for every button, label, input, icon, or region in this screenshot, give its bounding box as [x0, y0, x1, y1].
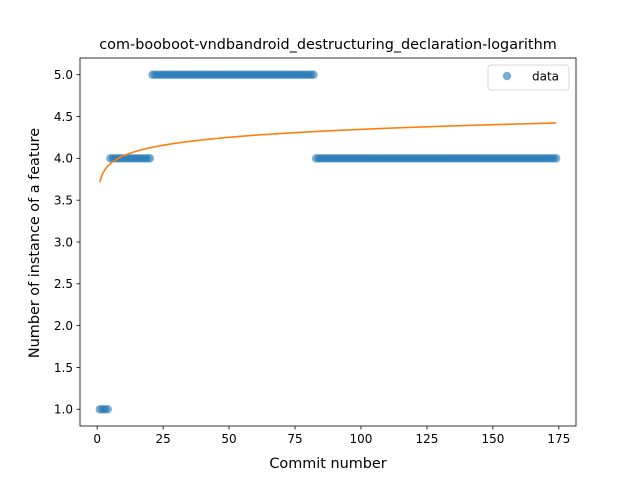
y-tick-label: 3.0 [54, 235, 73, 249]
x-tick-label: 25 [155, 432, 170, 446]
y-tick-label: 1.0 [54, 403, 73, 417]
x-tick-label: 0 [93, 432, 101, 446]
y-tick-label: 5.0 [54, 68, 73, 82]
axes: 0 25 50 75 100 125 150 175 1.0 1.5 2.0 2.5 3.0 3.5 4.0… [54, 57, 577, 446]
chart-title: com-booboot-vndbandroid_destructuring_de… [99, 37, 556, 53]
legend-box [487, 64, 570, 91]
y-tick-label: 4.0 [54, 152, 73, 166]
y-axis-label: Number of instance of a feature [27, 128, 43, 358]
data-point [145, 154, 155, 163]
plot-area [95, 70, 561, 414]
data-point [309, 70, 318, 79]
y-tick-label: 2.5 [54, 277, 73, 291]
fit-line [99, 122, 557, 183]
y-tick-label: 4.5 [54, 110, 73, 124]
x-tick-label: 100 [350, 432, 373, 446]
x-tick-label: 125 [415, 432, 438, 446]
legend-label: data [532, 70, 559, 84]
y-tick-label: 2.0 [54, 319, 73, 333]
x-tick-label: 150 [481, 432, 504, 446]
legend: data [487, 64, 570, 91]
y-tick-label: 1.5 [54, 361, 73, 375]
scatter-series [95, 70, 561, 414]
legend-marker [502, 71, 512, 81]
x-tick-label: 175 [547, 432, 570, 446]
x-tick-label: 50 [221, 432, 236, 446]
x-tick-label: 75 [287, 432, 302, 446]
data-point [103, 405, 112, 414]
y-tick-label: 3.5 [54, 193, 73, 207]
data-point [552, 154, 561, 163]
x-axis-label: Commit number [269, 456, 386, 472]
